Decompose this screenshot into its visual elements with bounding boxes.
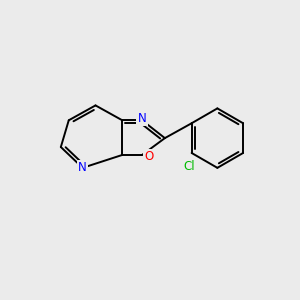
Text: N: N bbox=[78, 161, 87, 174]
Text: O: O bbox=[144, 150, 154, 164]
Text: N: N bbox=[138, 112, 146, 125]
Text: Cl: Cl bbox=[184, 160, 196, 173]
